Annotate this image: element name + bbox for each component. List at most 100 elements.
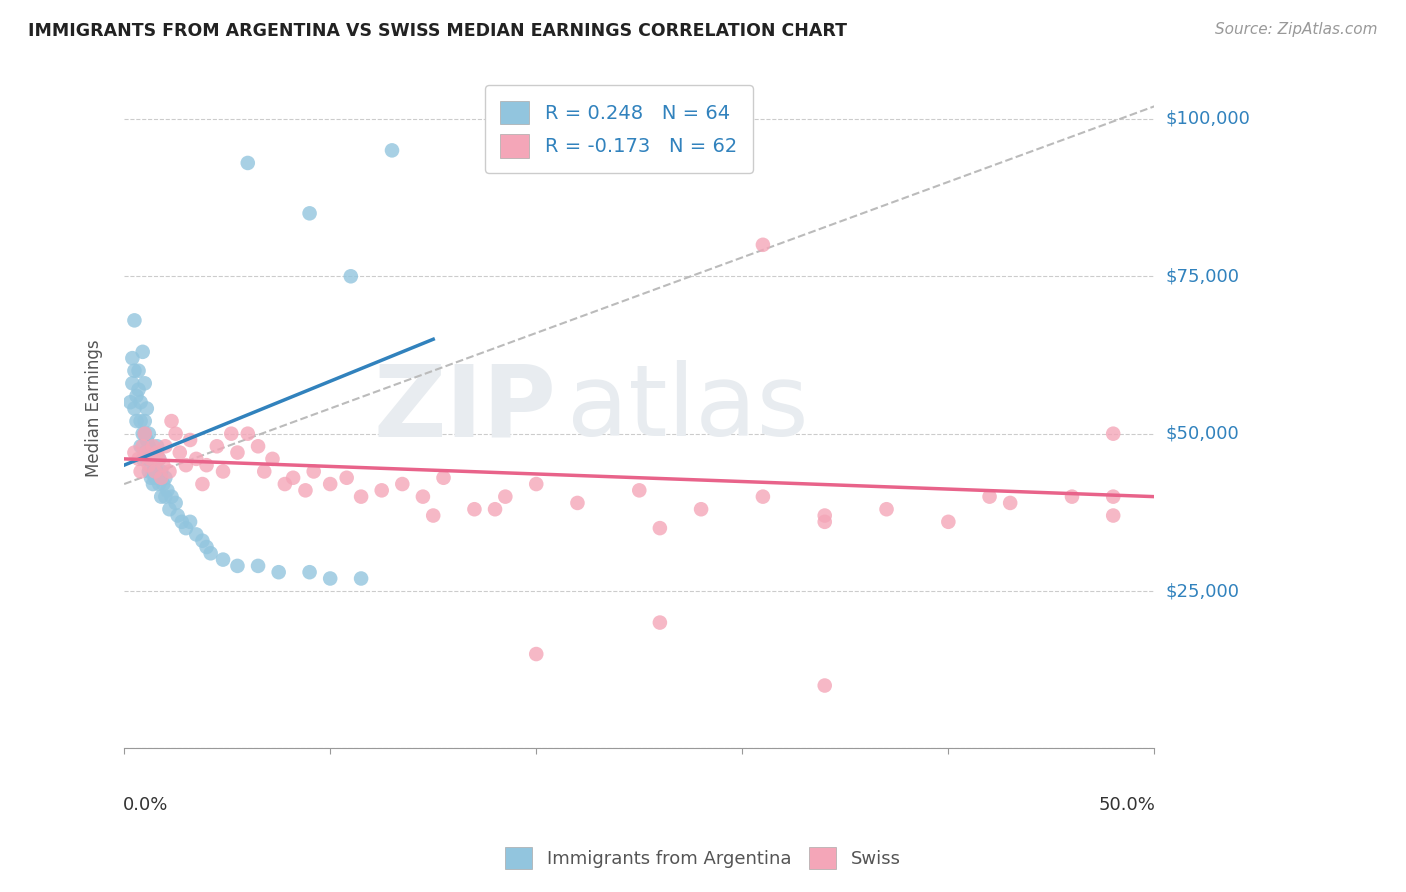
Text: 0.0%: 0.0% — [124, 796, 169, 814]
Point — [186, 451, 208, 466]
Point — [169, 445, 191, 459]
Point — [150, 465, 173, 479]
Point — [134, 376, 156, 391]
Point — [146, 439, 169, 453]
Point — [131, 439, 153, 453]
Point — [135, 445, 157, 459]
Text: Source: ZipAtlas.com: Source: ZipAtlas.com — [1215, 22, 1378, 37]
Point — [319, 477, 342, 491]
Point — [143, 445, 166, 459]
Point — [155, 490, 177, 504]
Point — [302, 465, 325, 479]
Point — [124, 364, 146, 378]
Point — [138, 439, 160, 453]
Point — [226, 445, 249, 459]
Point — [212, 552, 235, 566]
Point — [129, 395, 152, 409]
Y-axis label: Median Earnings: Median Earnings — [86, 340, 103, 477]
Point — [138, 458, 160, 472]
Point — [463, 502, 485, 516]
Point — [226, 558, 249, 573]
Point — [938, 515, 960, 529]
Text: IMMIGRANTS FROM ARGENTINA VS SWISS MEDIAN EARNINGS CORRELATION CHART: IMMIGRANTS FROM ARGENTINA VS SWISS MEDIA… — [28, 22, 848, 40]
Point — [143, 471, 166, 485]
Point — [200, 546, 222, 560]
Point — [281, 471, 304, 485]
Point — [567, 496, 589, 510]
Point — [219, 426, 242, 441]
Point — [124, 401, 146, 416]
Text: ZIP: ZIP — [374, 360, 557, 457]
Point — [339, 269, 361, 284]
Point — [298, 206, 321, 220]
Point — [319, 572, 342, 586]
Point — [159, 502, 181, 516]
Point — [381, 144, 404, 158]
Point — [142, 439, 165, 453]
Text: $75,000: $75,000 — [1166, 268, 1240, 285]
Point — [134, 426, 156, 441]
Point — [134, 426, 156, 441]
Point — [143, 458, 166, 472]
Point — [124, 445, 146, 459]
Point — [195, 458, 218, 472]
Text: $50,000: $50,000 — [1166, 425, 1239, 442]
Point — [129, 439, 152, 453]
Point — [142, 477, 165, 491]
Point — [139, 451, 162, 466]
Point — [146, 445, 169, 459]
Point — [752, 237, 775, 252]
Point — [165, 496, 187, 510]
Point — [139, 445, 162, 459]
Point — [752, 490, 775, 504]
Point — [350, 572, 373, 586]
Point — [131, 344, 153, 359]
Point — [170, 515, 193, 529]
Point — [1102, 426, 1125, 441]
Point — [148, 451, 170, 466]
Text: 50.0%: 50.0% — [1098, 796, 1156, 814]
Point — [432, 471, 454, 485]
Point — [155, 439, 177, 453]
Point — [1102, 508, 1125, 523]
Point — [298, 565, 321, 579]
Point — [179, 433, 201, 447]
Point — [814, 679, 837, 693]
Point — [294, 483, 316, 498]
Point — [152, 458, 174, 472]
Point — [148, 477, 170, 491]
Point — [876, 502, 898, 516]
Point — [524, 477, 547, 491]
Point — [814, 515, 837, 529]
Point — [524, 647, 547, 661]
Point — [148, 451, 170, 466]
Legend: R = 0.248   N = 64, R = -0.173   N = 62: R = 0.248 N = 64, R = -0.173 N = 62 — [485, 85, 752, 173]
Point — [134, 414, 156, 428]
Point — [155, 471, 177, 485]
Point — [150, 490, 173, 504]
Point — [236, 426, 259, 441]
Point — [648, 521, 671, 535]
Point — [648, 615, 671, 630]
Point — [159, 465, 181, 479]
Point — [336, 471, 359, 485]
Point — [131, 426, 153, 441]
Point — [628, 483, 651, 498]
Point — [262, 451, 284, 466]
Point — [139, 471, 162, 485]
Point — [128, 451, 150, 466]
Text: $25,000: $25,000 — [1166, 582, 1240, 600]
Point — [174, 458, 197, 472]
Point — [205, 439, 228, 453]
Point — [195, 540, 218, 554]
Point — [129, 465, 152, 479]
Point — [125, 414, 148, 428]
Point — [253, 465, 276, 479]
Point — [370, 483, 392, 498]
Legend: Immigrants from Argentina, Swiss: Immigrants from Argentina, Swiss — [498, 839, 908, 876]
Point — [165, 426, 187, 441]
Point — [350, 490, 373, 504]
Point — [174, 521, 197, 535]
Point — [135, 451, 157, 466]
Point — [134, 445, 156, 459]
